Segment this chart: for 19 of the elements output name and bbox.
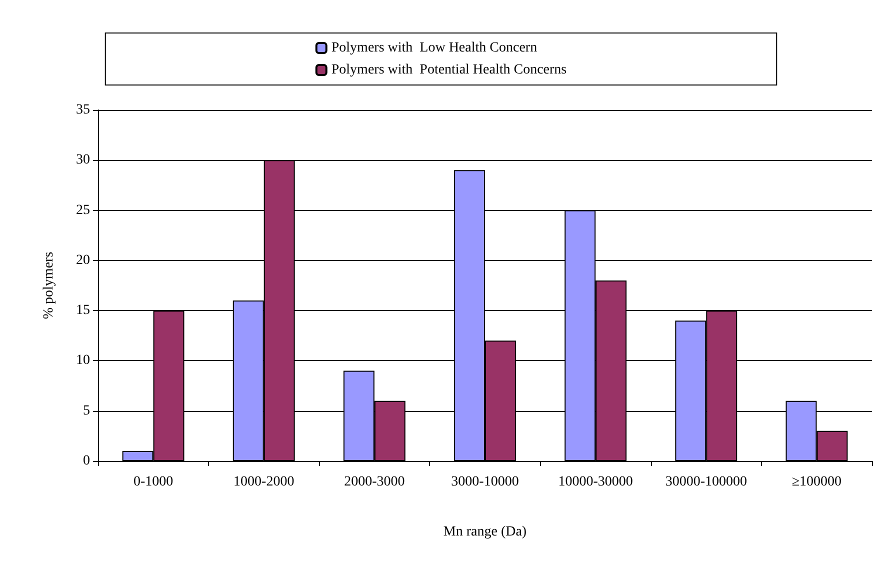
x-tick-label: 10000-30000: [558, 474, 633, 490]
x-tick-label: ≥100000: [792, 474, 842, 490]
y-tick-label: 5: [83, 403, 90, 418]
x-tick-label: 1000-2000: [234, 474, 294, 490]
y-axis-title: % polymers: [42, 252, 56, 320]
legend-label: Polymers with Low Health Concern: [331, 40, 538, 56]
x-tick-label: 2000-3000: [344, 474, 405, 490]
y-tick-label: 25: [76, 202, 90, 218]
y-tick-label: 0: [83, 454, 90, 468]
x-tick-label: 3000-10000: [451, 474, 519, 490]
y-tick-label: 20: [76, 252, 90, 268]
y-tick-label: 30: [76, 152, 90, 168]
x-axis-title: Mn range (Da): [443, 524, 527, 540]
legend-label: Polymers with Potential Health Concerns: [331, 62, 567, 78]
y-tick-label: 10: [76, 353, 90, 368]
y-tick-label: 15: [76, 303, 90, 318]
x-tick-label: 30000-100000: [665, 474, 747, 490]
y-tick-label: 35: [76, 102, 90, 118]
x-tick-label: 0-1000: [133, 474, 174, 490]
